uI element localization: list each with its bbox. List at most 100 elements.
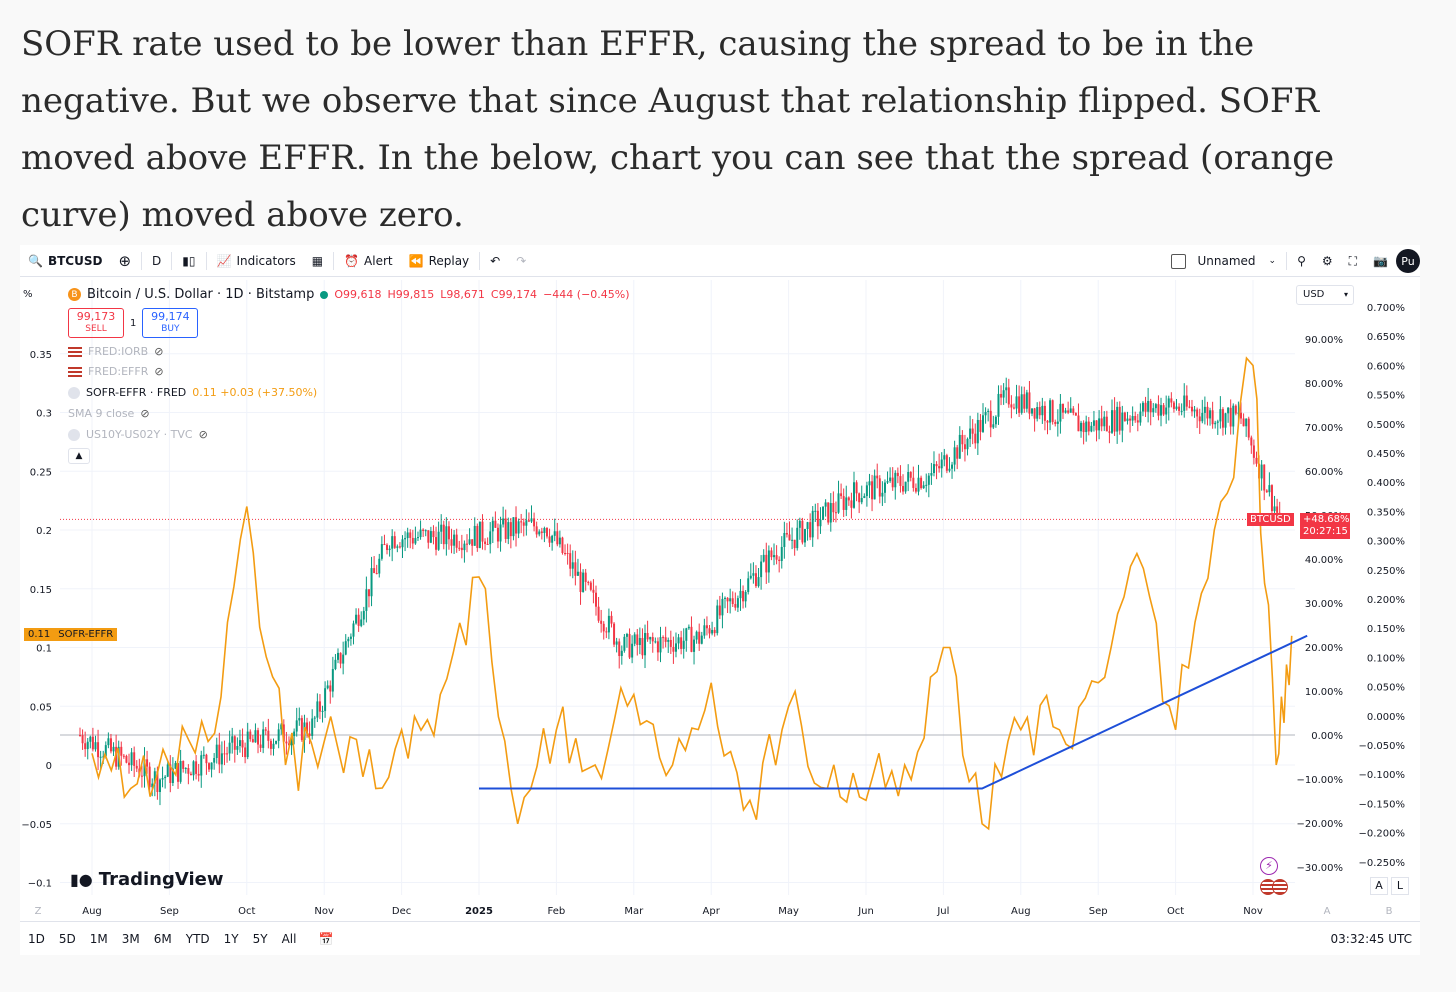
candle-body [940, 459, 943, 469]
right-rate-tick: 0.550% [1367, 391, 1405, 402]
undo-button[interactable]: ↶ [482, 245, 508, 277]
candle-body [1064, 410, 1067, 413]
candle-body [716, 605, 719, 634]
candle-body [556, 531, 559, 545]
left-axis-tick: 0.05 [30, 702, 52, 713]
candle-body [445, 526, 448, 545]
right-pct-tick: 40.00% [1305, 555, 1343, 566]
eye-hidden-icon[interactable]: ⊘ [154, 365, 164, 378]
utc-time[interactable]: 03:32:45 UTC [1330, 932, 1413, 946]
fullscreen-button[interactable]: ⛶ [1341, 245, 1365, 277]
candle-body [1203, 406, 1206, 413]
symbol-search[interactable]: 🔍 BTCUSD [20, 245, 110, 277]
interval-button[interactable]: D [152, 253, 162, 268]
candle-body [1198, 416, 1201, 422]
x-axis-tick: Jul [936, 906, 949, 917]
lightning-icon[interactable]: ⚡ [1260, 857, 1278, 875]
candle-body [731, 598, 734, 605]
right-rate-tick: 0.500% [1367, 420, 1405, 431]
chart-type-button[interactable]: ▮▯ [174, 245, 203, 277]
btc-pct: +48.68% [1303, 514, 1350, 525]
eye-hidden-icon[interactable]: ⊘ [140, 407, 150, 420]
candle-body [589, 582, 592, 590]
range-ytd[interactable]: YTD [185, 931, 210, 946]
candle-body [945, 455, 948, 471]
candle-body [754, 573, 757, 587]
range-6m[interactable]: 6M [153, 931, 172, 946]
candle-body [1270, 485, 1273, 512]
redo-button[interactable]: ↷ [508, 245, 534, 277]
eye-hidden-icon[interactable]: ⊘ [198, 428, 208, 441]
tradingview-logo[interactable]: ▮● TradingView [70, 869, 223, 890]
candle-body [515, 517, 518, 534]
candle-body [961, 434, 964, 445]
quick-search-button[interactable]: ⚲ [1289, 245, 1314, 277]
divider [479, 251, 481, 270]
range-all[interactable]: All [281, 931, 297, 946]
candle-body [876, 475, 879, 479]
range-5d[interactable]: 5D [58, 931, 76, 946]
candle-body [837, 493, 840, 513]
range-1m[interactable]: 1M [89, 931, 108, 946]
publish-button[interactable]: Pu [1396, 249, 1420, 273]
eye-hidden-icon[interactable]: ⊘ [154, 345, 164, 358]
candle-body [927, 475, 930, 485]
range-3m[interactable]: 3M [121, 931, 140, 946]
settings-button[interactable]: ⚙ [1314, 245, 1341, 277]
candle-body [107, 738, 110, 746]
study-iorb[interactable]: FRED:IORB ⊘ [68, 345, 163, 358]
candle-body [195, 761, 198, 774]
left-axis-tick: 0.2 [36, 526, 52, 537]
candle-body [1095, 420, 1098, 431]
right-rate-tick: 0.600% [1367, 361, 1405, 372]
candle-body [576, 571, 579, 576]
candle-body [156, 771, 159, 793]
study-effr[interactable]: FRED:EFFR ⊘ [68, 365, 164, 378]
replay-button[interactable]: ⏪ Replay [401, 245, 478, 277]
buy-button[interactable]: 99,174 BUY [142, 308, 199, 338]
candle-body [476, 525, 479, 548]
candle-body [259, 744, 262, 748]
alert-button[interactable]: ⏰ Alert [336, 245, 401, 277]
layout-menu[interactable]: Unnamed ⌄ [1163, 245, 1284, 277]
sell-button[interactable]: 99,173 SELL [68, 308, 124, 338]
candle-body [943, 455, 946, 460]
candle-body [308, 733, 311, 736]
calendar-icon[interactable]: 📅 [318, 931, 334, 946]
candle-body [659, 637, 662, 653]
candle-body [582, 572, 585, 592]
candle-body [561, 537, 564, 553]
study-us10y[interactable]: US10Y-US02Y · TVC ⊘ [68, 428, 208, 441]
candle-body [94, 742, 97, 750]
range-1y[interactable]: 1Y [223, 931, 239, 946]
log-scale-button[interactable]: L [1391, 877, 1409, 895]
candle-body [409, 532, 412, 538]
chart-canvas[interactable]: 0.35 0.3 0.25 0.2 0.15 0.1 0.05 0 −0.05 −0.1 90.00… [20, 245, 1420, 921]
candle-body [695, 631, 698, 640]
candle-body [1178, 406, 1181, 411]
candle-body [963, 444, 966, 450]
candle-body [349, 636, 352, 639]
collapse-legend-button[interactable]: ▲ [68, 448, 90, 464]
candle-body [1028, 392, 1031, 414]
grid-icon: ▦ [311, 253, 324, 268]
templates-button[interactable]: ▦ [304, 245, 331, 277]
indicators-button[interactable]: 📈 Indicators [209, 245, 304, 277]
range-5y[interactable]: 5Y [252, 931, 268, 946]
candle-body [1103, 416, 1106, 427]
study-sma[interactable]: SMA 9 close ⊘ [68, 407, 150, 420]
x-axis-tick: Oct [238, 906, 255, 917]
currency-select[interactable]: USD ▾ [1296, 285, 1354, 305]
candle-body [1206, 406, 1209, 419]
candle-body [306, 722, 309, 734]
study-sofr-effr[interactable]: SOFR-EFFR · FRED 0.11 +0.03 (+37.50%) [68, 386, 317, 399]
compare-button[interactable]: ⊕ [110, 245, 139, 277]
range-1d[interactable]: 1D [28, 931, 45, 946]
candle-body [1188, 406, 1191, 408]
candle-body [690, 626, 693, 652]
snapshot-button[interactable]: 📷 [1365, 245, 1396, 277]
auto-scale-button[interactable]: A [1370, 877, 1388, 895]
x-axis-tick: Aug [82, 906, 102, 917]
candle-body [432, 531, 435, 538]
candle-body [739, 590, 742, 599]
